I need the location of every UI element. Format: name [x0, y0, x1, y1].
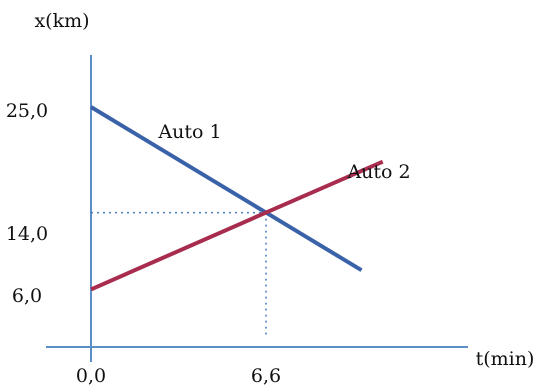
y-tick-label: 25,0	[6, 100, 48, 122]
y-axis-label: x(km)	[34, 10, 89, 32]
x-tick-label: 0,0	[76, 365, 106, 385]
chart-labels: x(km) t(min) 25,0 14,0 6,0 0,0 6,6 Auto …	[6, 10, 535, 385]
series-label-auto-2: Auto 2	[346, 161, 410, 183]
axes	[46, 55, 468, 362]
intersection-guides	[91, 211, 267, 338]
y-tick-label: 14,0	[6, 223, 48, 245]
series-lines	[89, 105, 384, 292]
series-label-auto-1: Auto 1	[157, 121, 221, 143]
y-tick-label: 6,0	[12, 285, 42, 307]
x-tick-label: 6,6	[251, 365, 281, 385]
x-axis-label: t(min)	[476, 348, 535, 370]
series-line-auto-2	[90, 159, 384, 292]
